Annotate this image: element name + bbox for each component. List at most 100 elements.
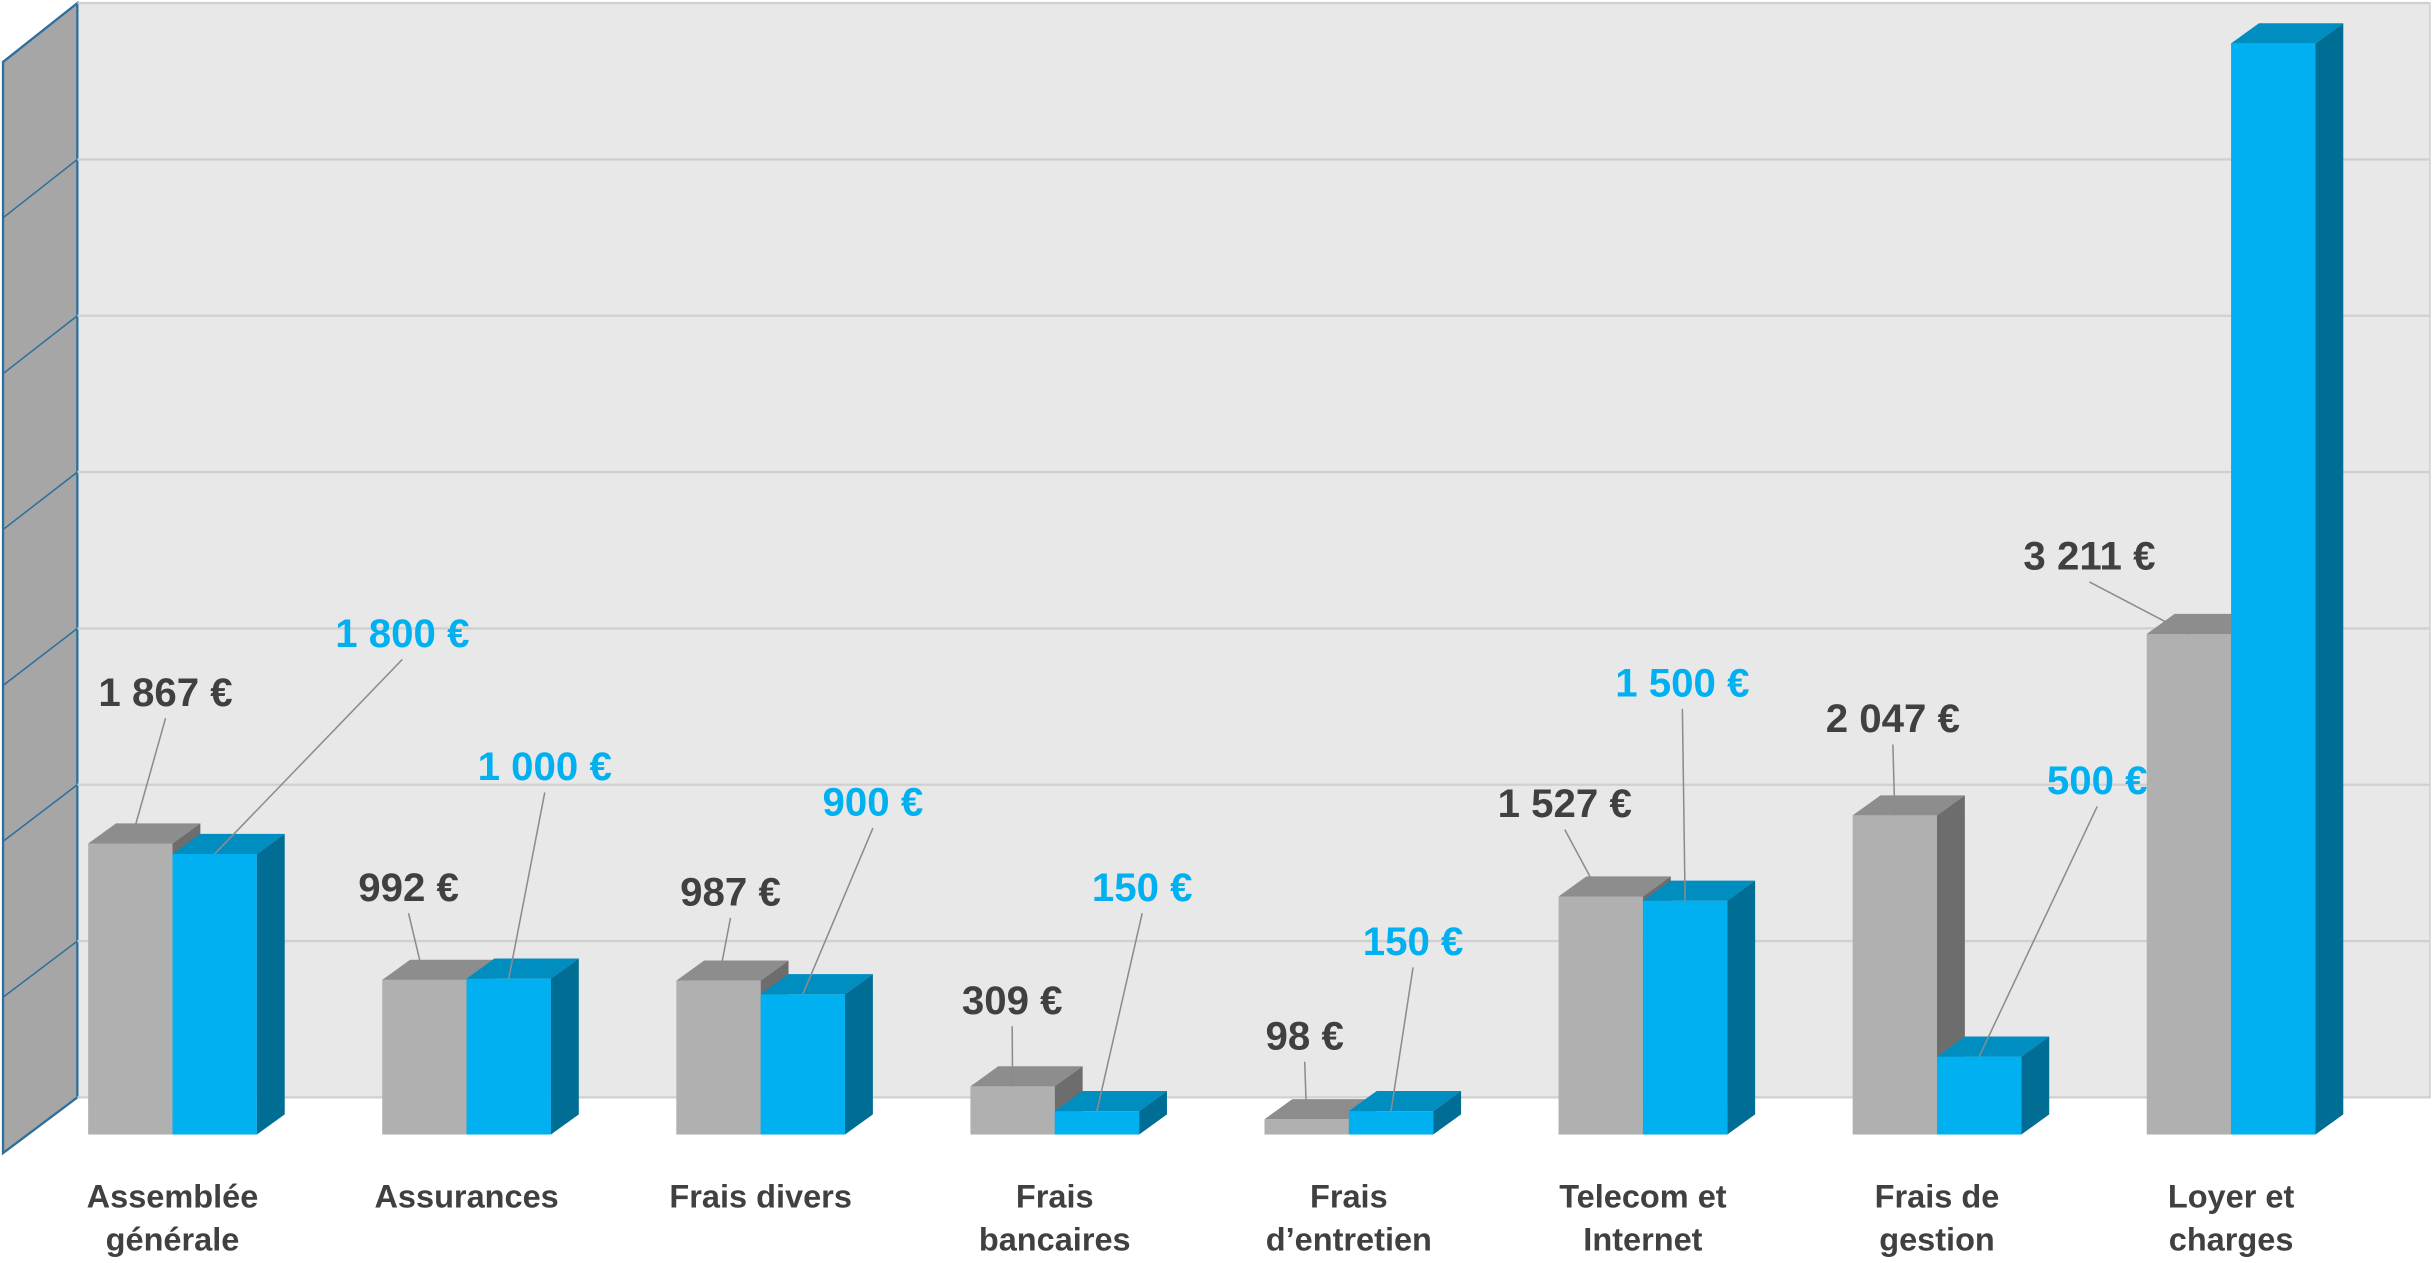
bar-front [2231,43,2316,1135]
bar-front [466,978,551,1135]
bar-front [1348,1111,1434,1135]
grid-line [2,627,78,687]
value-label: 1 800 € [335,611,469,656]
bar-top [466,958,579,979]
bar-top [1852,795,1965,816]
value-label: 900 € [823,780,924,825]
bar-top [1642,880,1756,901]
leader-line [508,792,546,979]
bar-side [1433,1091,1462,1135]
grid-line [2,940,78,998]
leader-line [1564,829,1602,897]
grid-line [2,315,78,375]
bar-top [1558,876,1671,897]
leader-line [2089,581,2190,635]
x-tick-label-line: Frais de [1875,1178,2000,1214]
x-tick-label-line: Assemblée [87,1178,259,1214]
bar-top [2231,23,2344,44]
bar-side [2315,23,2344,1135]
bar-top [382,959,495,980]
bar-front [1936,1056,2022,1135]
bar-front [1852,815,1937,1135]
x-tick-label-line: Assurances [374,1178,558,1214]
bar-top [1348,1091,1462,1112]
bar-top [676,960,789,981]
value-label: 1 500 € [1615,661,1749,706]
x-tick-label-line: Loyer et [2168,1178,2295,1214]
bar-side [2021,1036,2050,1135]
leader-line [1096,913,1143,1112]
bar-top [1264,1099,1377,1120]
x-tick-label-line: charges [2169,1222,2294,1258]
leader-line [1681,708,1686,901]
leader-line [214,658,403,855]
x-tick-label: Loyer et charges [2168,1178,2295,1257]
leader-line [407,913,426,981]
grid-line [2,158,78,219]
x-tick-label-line: Frais [1310,1178,1388,1214]
leader-line [1303,1061,1308,1120]
bar-front [760,994,846,1135]
value-label: 3 211 € [2023,534,2155,579]
bar-side [845,974,873,1135]
x-tick-label-line: Internet [1583,1222,1702,1258]
bar-front [970,1086,1055,1135]
x-tick-label-line: Frais divers [669,1178,851,1214]
bar-front [382,979,467,1135]
bar-front [1642,900,1728,1135]
bar-top [970,1066,1083,1087]
bar-front [2146,633,2232,1135]
x-tick-label: Telecom et Internet [1559,1178,1727,1257]
leader-line [129,717,167,844]
bar-front [88,843,173,1135]
x-tick-label: Assemblée générale [87,1178,259,1257]
leader-line [1978,806,2098,1057]
leader-line [1390,967,1414,1112]
bar-side [256,833,285,1135]
value-label: 150 € [1363,919,1464,964]
leader-line [1892,744,1896,816]
x-tick-label: Frais de gestion [1875,1178,2000,1257]
value-label: 2 047 € [1826,696,1960,741]
value-label: 992 € [358,865,459,910]
x-tick-label: Frais d’entretien [1266,1178,1432,1257]
x-tick-label: Assurances [374,1178,558,1214]
leader-line [802,827,874,995]
value-label: 309 € [962,978,1063,1023]
x-tick-label: Frais divers [669,1178,851,1214]
x-tick-label-line: bancaires [979,1222,1131,1258]
x-tick-label-line: gestion [1879,1222,1995,1258]
bar-top [88,823,201,844]
value-label: 98 € [1266,1013,1344,1058]
bar-front [172,853,257,1135]
bar-front [1558,896,1643,1135]
bar-side [550,958,579,1135]
value-label: 1 000 € [478,744,612,789]
x-tick-label: Frais bancaires [979,1178,1131,1257]
grid-line [2,784,78,842]
value-label: 987 € [680,869,781,914]
bar-side [1139,1091,1167,1135]
bar-side [1727,880,1756,1135]
leader-line [717,917,732,981]
bar-top [2146,613,2259,634]
bar-front [1264,1119,1349,1135]
grid-line [2,1096,78,1154]
bar-top [760,974,873,995]
value-label: 1 867 € [98,670,232,715]
bar-top [1054,1091,1167,1112]
value-label: 150 € [1092,865,1193,910]
bar-front [676,980,761,1135]
value-label: 500 € [2047,758,2148,803]
side-wall [1,0,79,1156]
grid-line [2,2,78,63]
grid-line [2,471,78,531]
bar-front [1054,1111,1140,1135]
x-tick-label-line: générale [106,1222,240,1258]
value-label: 1 527 € [1498,781,1632,826]
bar-top [172,833,285,854]
bar-top [1936,1036,2050,1057]
x-tick-label-line: Frais [1016,1178,1094,1214]
x-tick-label-line: d’entretien [1266,1222,1432,1258]
